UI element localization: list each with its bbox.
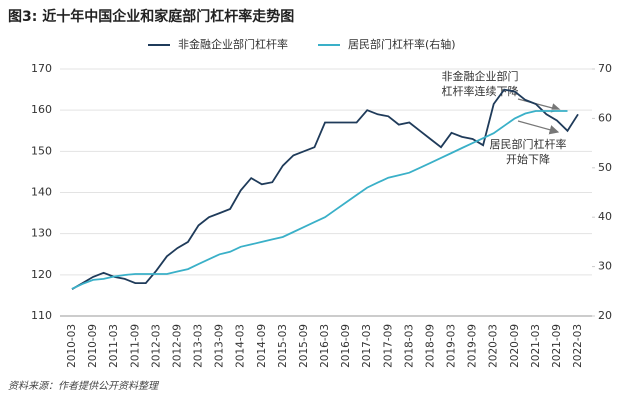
x-tick-label: 2020-09 [509,324,521,368]
x-tick-label: 2014-09 [256,324,268,368]
x-tick-label: 2012-03 [150,324,162,368]
x-tick-label: 2018-09 [424,324,436,368]
x-tick-label: 2022-03 [572,324,584,368]
x-tick-label: 2013-09 [214,324,226,368]
annotation: 开始下降 [506,152,550,166]
x-tick-label: 2010-09 [87,324,99,368]
y2-tick-label: 70 [598,62,612,75]
annotation: 非金融企业部门 [442,69,519,83]
annotation-arrow [517,120,560,135]
y2-tick-label: 40 [598,210,612,223]
source-note: 资料来源：作者提供公开资料整理 [8,380,160,392]
x-tick-label: 2014-03 [235,324,247,368]
series-line [71,88,579,290]
x-tick-label: 2013-03 [193,324,205,368]
x-tick-label: 2017-09 [382,324,394,368]
annotation-arrow [517,98,562,113]
x-tick-label: 2021-03 [530,324,542,368]
x-tick-label: 2015-03 [277,324,289,368]
x-tick-label: 2010-03 [66,324,78,368]
y-tick-label: 130 [31,227,52,240]
y-tick-label: 160 [31,103,52,116]
chart-title: 图3: 近十年中国企业和家庭部门杠杆率走势图 [8,8,294,25]
annotation: 杠杆率连续下降 [442,84,519,98]
x-tick-label: 2012-09 [171,324,183,368]
x-tick-label: 2021-09 [551,324,563,368]
x-tick-label: 2015-09 [298,324,310,368]
legend-label: 非金融企业部门杠杆率 [178,37,288,51]
y2-tick-label: 30 [598,260,612,273]
y2-tick-label: 20 [598,309,612,322]
y-tick-label: 120 [31,268,52,281]
series-line [71,110,568,290]
legend-label: 居民部门杠杆率(右轴) [348,37,456,51]
y2-tick-label: 50 [598,161,612,174]
x-tick-label: 2019-09 [467,324,479,368]
y-tick-label: 140 [31,186,52,199]
x-tick-label: 2011-09 [129,324,141,368]
x-tick-label: 2017-03 [361,324,373,368]
x-tick-label: 2016-09 [340,324,352,368]
y-tick-label: 110 [31,309,52,322]
x-tick-label: 2018-03 [403,324,415,368]
y-tick-label: 150 [31,144,52,157]
y-tick-label: 170 [31,62,52,75]
annotation: 居民部门杠杆率 [490,137,567,151]
x-tick-label: 2019-03 [446,324,458,368]
x-tick-label: 2011-03 [108,324,120,368]
x-tick-label: 2020-03 [488,324,500,368]
x-tick-label: 2016-03 [319,324,331,368]
y2-tick-label: 60 [598,111,612,124]
